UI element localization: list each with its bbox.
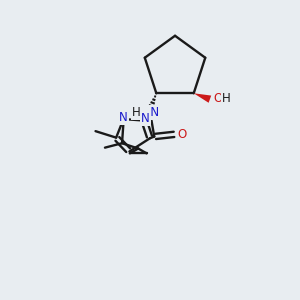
Polygon shape [194, 93, 211, 103]
Text: N: N [119, 110, 128, 124]
Text: O: O [177, 128, 187, 141]
Text: O: O [214, 92, 223, 105]
Text: H: H [222, 92, 230, 105]
Text: -N: -N [147, 106, 160, 119]
Text: H: H [132, 106, 141, 119]
Text: N: N [141, 112, 150, 125]
